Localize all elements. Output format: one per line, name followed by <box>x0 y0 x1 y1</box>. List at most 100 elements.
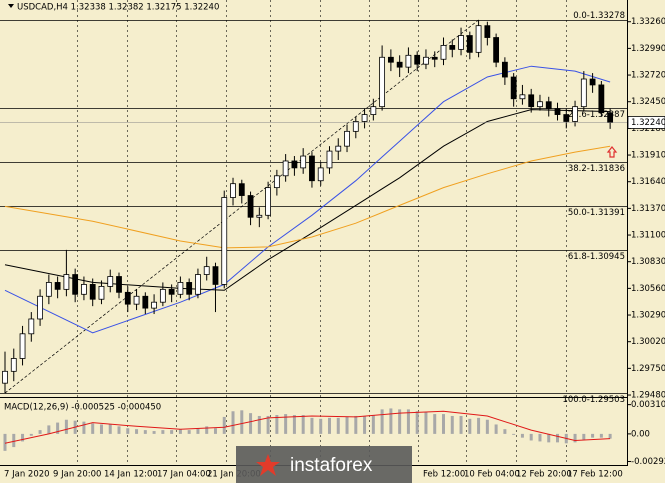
x-tick-label: 7 Jan 2020 <box>4 470 50 480</box>
macd-bar <box>21 433 25 442</box>
watermark-text: instaforex <box>290 455 373 476</box>
candle-body <box>344 130 350 147</box>
macd-bar <box>99 424 103 434</box>
chart-title: USDCAD,H4 1.32338 1.32382 1.32175 1.3224… <box>17 3 219 13</box>
y-tick-label: 1.30830 <box>631 257 665 267</box>
macd-bar <box>503 429 507 434</box>
macd-bar <box>117 426 121 434</box>
candle-body <box>431 56 438 60</box>
macd-bar <box>161 430 165 434</box>
candle-body <box>528 94 535 108</box>
macd-bar <box>257 415 261 434</box>
candle-body <box>493 37 500 63</box>
candle-body <box>28 318 35 335</box>
candle-body <box>554 108 561 115</box>
macd-bar <box>354 415 358 434</box>
trend-line <box>4 19 479 394</box>
macd-bar <box>222 416 226 434</box>
macd-bar <box>468 418 472 434</box>
macd-bar <box>363 415 367 434</box>
fib-label: 38.2-1.31836 <box>568 164 625 174</box>
candle-body <box>598 84 605 114</box>
y-tick-label: 0.003102 <box>631 400 665 410</box>
y-tick-label: 1.31370 <box>631 204 665 214</box>
candle-body <box>37 295 43 320</box>
candle-body <box>423 56 429 65</box>
macd-bar <box>29 433 33 436</box>
last-price-label: 1.32240 <box>631 118 665 128</box>
candle-body <box>81 284 87 295</box>
macd-bar <box>345 416 349 434</box>
y-tick-label: 1.32720 <box>631 71 665 81</box>
candle-body <box>580 78 587 108</box>
candle-body <box>309 155 315 182</box>
candle-body <box>72 274 79 295</box>
macd-bar <box>275 415 279 434</box>
candle-body <box>335 145 342 152</box>
y-tick-label: 1.30560 <box>631 284 665 294</box>
candle-body <box>107 276 114 287</box>
candle-body <box>379 56 386 108</box>
candle-body <box>212 266 219 285</box>
macd-bar <box>494 424 498 434</box>
watermark-icon <box>256 454 280 476</box>
candle-body <box>133 295 140 305</box>
macd-bar <box>371 415 375 434</box>
macd-bar <box>450 415 454 434</box>
candle-body <box>221 197 228 285</box>
candle-body <box>124 291 131 305</box>
y-tick-label: 1.32180 <box>631 124 665 134</box>
macd-bar <box>424 412 428 434</box>
candle-body <box>195 274 201 295</box>
macd-bar <box>126 428 130 434</box>
candle-body <box>142 295 149 309</box>
fib-label: 61.8-1.30945 <box>568 252 625 262</box>
moving-average <box>4 65 611 334</box>
candle-body <box>414 54 421 65</box>
candle-body <box>98 285 105 300</box>
candle-body <box>510 76 517 100</box>
y-tick-label: 1.32450 <box>631 97 665 107</box>
macd-bar <box>152 431 156 434</box>
y-tick-label: 1.30290 <box>631 311 665 321</box>
macd-bar <box>547 433 551 443</box>
macd-bar <box>3 433 7 451</box>
macd-bar <box>178 429 182 434</box>
macd-bar <box>64 419 68 434</box>
macd-bar <box>485 419 489 434</box>
candle-body <box>563 114 570 122</box>
macd-bar <box>266 415 270 434</box>
macd-bar <box>143 430 147 434</box>
candle-body <box>572 106 578 122</box>
candle-body <box>168 288 175 295</box>
macd-bar <box>56 422 60 434</box>
menu-arrow[interactable] <box>8 4 14 8</box>
candle-body <box>449 45 456 50</box>
macd-bar <box>591 433 595 438</box>
macd-bar <box>608 433 612 439</box>
x-tick-label: 17 Jan 04:00 <box>157 470 211 480</box>
macd-bar <box>520 433 524 438</box>
macd-bar <box>292 415 296 434</box>
macd-bar <box>442 414 445 434</box>
candle-body <box>186 282 193 295</box>
macd-bar <box>477 417 481 434</box>
macd-bar <box>380 409 384 434</box>
candle-body <box>387 56 394 63</box>
y-tick-label: 1.31910 <box>631 151 665 161</box>
y-tick-label: 1.30020 <box>631 337 665 347</box>
macd-bar <box>398 409 402 434</box>
macd-bar <box>512 433 516 435</box>
fib-label: 50.0-1.31391 <box>568 208 625 218</box>
candle-body <box>265 187 272 216</box>
macd-bar <box>529 433 533 441</box>
y-tick-label: 0.00 <box>631 429 650 439</box>
macd-bar <box>327 417 331 434</box>
watermark: instaforex <box>236 446 412 483</box>
macd-bar <box>108 424 112 434</box>
candle-body <box>273 175 280 189</box>
macd-bar <box>249 413 253 434</box>
candle-body <box>2 370 8 384</box>
macd-bar <box>459 415 463 434</box>
